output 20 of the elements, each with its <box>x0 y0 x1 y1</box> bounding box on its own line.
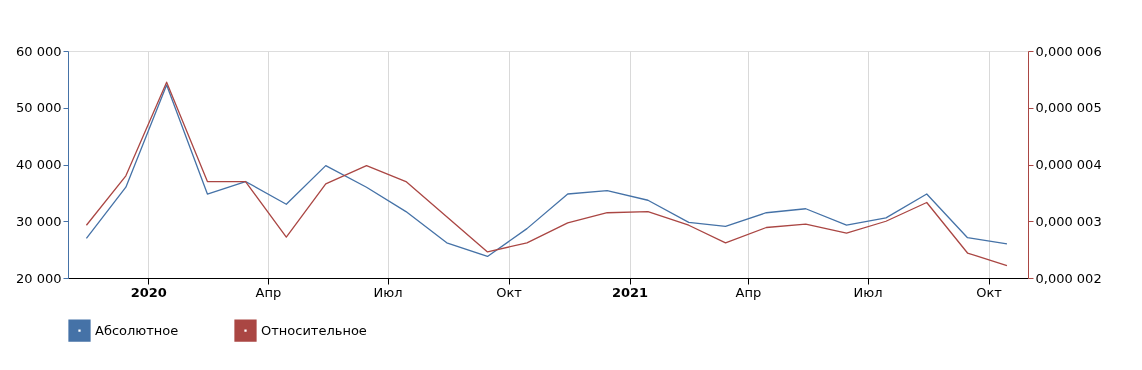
x-tick-label: 2021 <box>611 284 649 300</box>
y-tick-label: 20 000 <box>16 270 62 286</box>
y2-tick-label: 0,000 006 <box>1035 43 1102 59</box>
y-tick-label: 50 000 <box>16 100 62 116</box>
y2-tick-label: 0,000 004 <box>1035 157 1102 172</box>
x-tick-label: Окт <box>976 284 1003 300</box>
y-tick-label: 60 000 <box>16 43 62 59</box>
legend-label: Абсолютное <box>95 322 179 338</box>
y2-tick-label: 0,000 002 <box>1035 270 1102 286</box>
x-tick-label: Апр <box>255 284 282 300</box>
x-tick-label: Апр <box>735 284 762 300</box>
legend-label: Относительное <box>261 322 367 338</box>
y2-tick-label: 0,000 003 <box>1035 213 1102 229</box>
y2-tick-label: 0,000 005 <box>1035 100 1102 116</box>
x-tick-label: Окт <box>496 284 523 300</box>
x-tick-label: Июл <box>853 284 883 300</box>
x-tick-label: 2020 <box>130 284 167 300</box>
y-tick-label: 30 000 <box>16 213 62 229</box>
x-tick-label: Июл <box>373 284 403 300</box>
y-tick-label: 40 000 <box>16 157 62 172</box>
